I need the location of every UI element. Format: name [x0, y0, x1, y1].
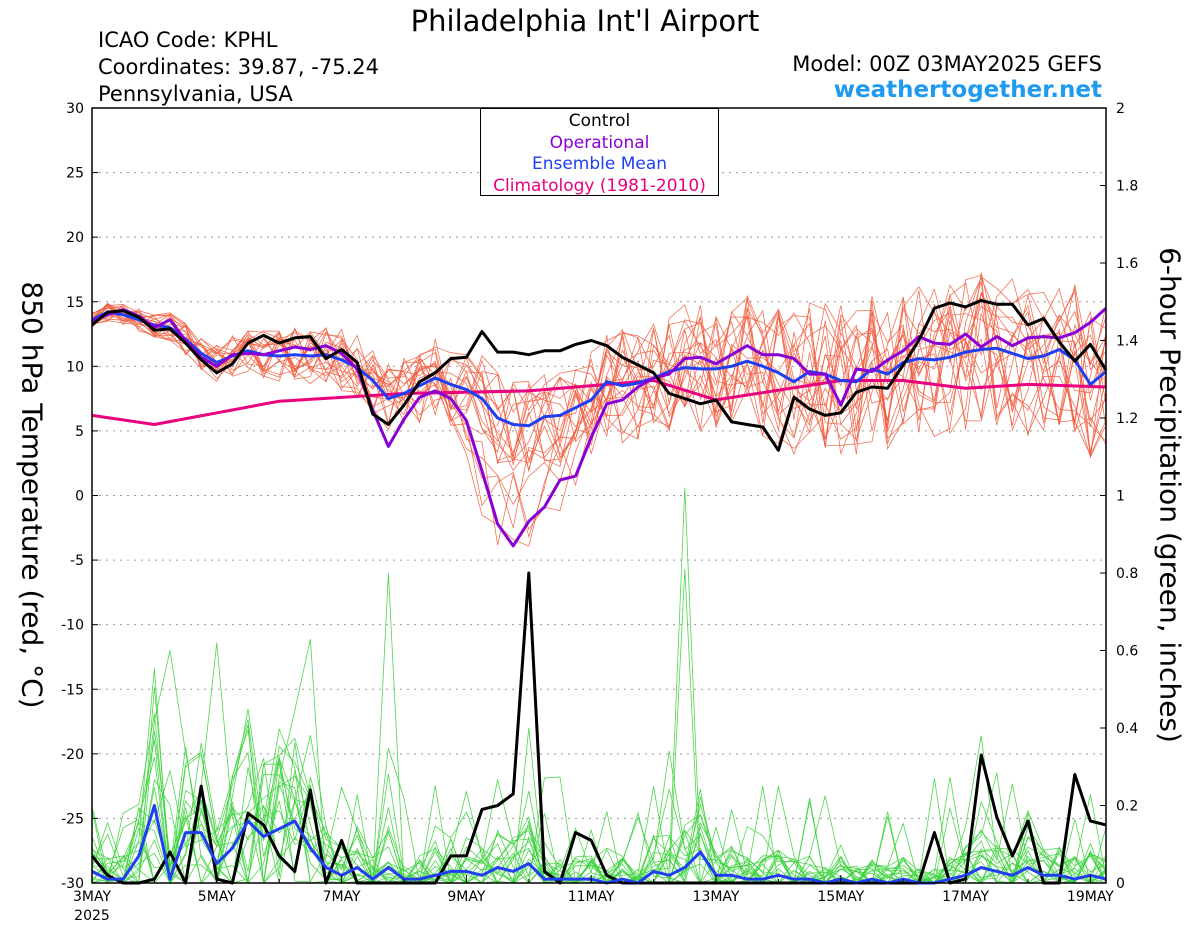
y-left-tick-label: -5 — [70, 553, 84, 569]
precip-member-line — [91, 687, 1107, 885]
precip-members — [91, 487, 1107, 885]
model-run: Model: 00Z 03MAY2025 GEFS — [792, 52, 1102, 76]
y-right-tick-label: 1.8 — [1116, 179, 1138, 195]
y-right-tick-label: 0.6 — [1116, 644, 1138, 660]
y-axis-left-label: 850 hPa Temperature (red, °C) — [15, 281, 49, 709]
temp-member-line — [91, 296, 1107, 462]
temp-member-line — [91, 286, 1107, 458]
gridlines — [92, 172, 1106, 819]
y-right-tick-label: 0.8 — [1116, 566, 1138, 582]
precip-member-line — [91, 642, 1107, 885]
temp-member-line — [91, 292, 1107, 466]
y-left-tick-label: -30 — [61, 876, 84, 892]
legend-ensemble-mean: Ensemble Mean — [531, 154, 668, 174]
temp-series-control — [91, 299, 1108, 452]
y-left-tick-label: 20 — [66, 230, 84, 246]
y-left-tick-label: 10 — [66, 359, 84, 375]
precip-member-line — [91, 747, 1107, 884]
temp-member-line — [91, 302, 1107, 459]
legend-control: Control — [568, 111, 631, 131]
main-series — [90, 299, 1108, 885]
x-tick-label: 19MAY — [1067, 889, 1114, 905]
axes: -30-25-20-15-10-505101520253000.20.40.60… — [61, 101, 1138, 924]
x-tick-label: 11MAY — [568, 889, 615, 905]
y-right-tick-label: 1 — [1116, 489, 1125, 505]
precip-member-line — [92, 727, 1107, 885]
temp-member-line — [91, 272, 1107, 464]
temp-members — [91, 272, 1107, 547]
temp-member-line — [91, 281, 1107, 464]
legend: Control Operational Ensemble Mean Climat… — [480, 108, 719, 196]
x-tick-label: 15MAY — [817, 889, 864, 905]
x-year-label: 2025 — [74, 908, 110, 924]
y-right-tick-label: 1.6 — [1116, 256, 1138, 272]
page-title: Philadelphia Int'l Airport — [410, 4, 760, 38]
y-axis-right-label: 6-hour Precipitation (green, inches) — [1153, 247, 1187, 743]
y-left-tick-label: 15 — [66, 295, 84, 311]
icao-code: ICAO Code: KPHL — [98, 28, 278, 52]
temp-member-line — [91, 295, 1107, 531]
y-right-tick-label: 0 — [1116, 876, 1125, 892]
legend-climatology: Climatology (1981-2010) — [493, 175, 706, 196]
y-left-tick-label: -15 — [61, 682, 84, 698]
y-left-tick-label: -10 — [61, 618, 84, 634]
x-tick-label: 7MAY — [323, 889, 361, 905]
temp-series-climatology — [91, 379, 1107, 426]
precip-member-line — [91, 719, 1107, 885]
x-tick-label: 13MAY — [693, 889, 740, 905]
y-left-tick-label: 25 — [66, 166, 84, 182]
temp-member-line — [91, 274, 1107, 472]
y-left-tick-label: -20 — [61, 747, 84, 763]
precip-member-line — [91, 638, 1107, 885]
site-link[interactable]: weathertogether.net — [833, 77, 1102, 103]
temp-series-operational — [91, 307, 1108, 548]
precip-series-control — [90, 571, 1107, 885]
y-right-tick-label: 0.2 — [1116, 799, 1138, 815]
y-right-tick-label: 2 — [1116, 101, 1125, 117]
y-right-tick-label: 0.4 — [1116, 721, 1138, 737]
y-left-tick-label: 5 — [75, 424, 84, 440]
x-tick-label: 3MAY — [73, 889, 111, 905]
legend-operational: Operational — [549, 132, 650, 153]
temp-member-line — [91, 284, 1107, 435]
coordinates: Coordinates: 39.87, -75.24 — [98, 55, 379, 79]
x-tick-label: 5MAY — [198, 889, 236, 905]
y-left-tick-label: 30 — [66, 101, 84, 117]
y-right-tick-label: 1.2 — [1116, 411, 1138, 427]
region: Pennsylvania, USA — [98, 82, 293, 106]
precip-member-line — [91, 757, 1107, 885]
y-left-tick-label: 0 — [75, 489, 84, 505]
x-tick-label: 17MAY — [942, 889, 989, 905]
x-tick-label: 9MAY — [447, 889, 485, 905]
y-right-tick-label: 1.4 — [1116, 334, 1138, 350]
y-left-tick-label: -25 — [61, 811, 84, 827]
